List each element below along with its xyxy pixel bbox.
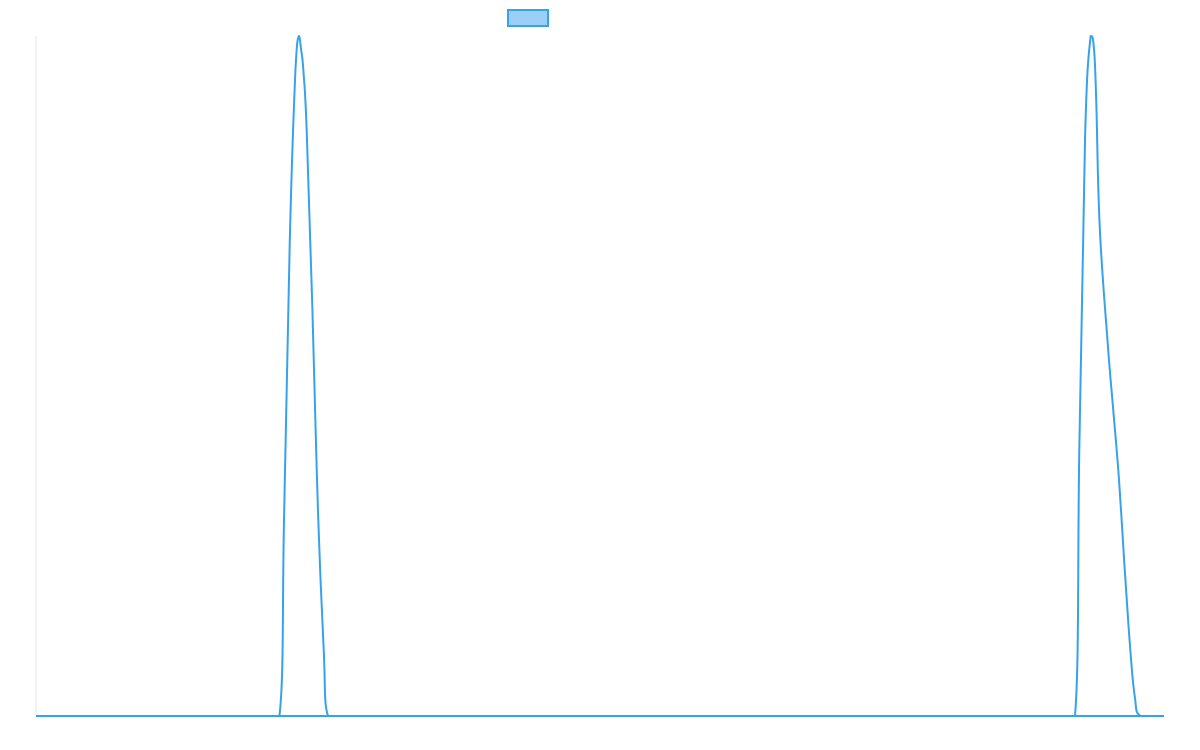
series-line-1 — [36, 35, 1164, 718]
legend[interactable] — [507, 9, 549, 27]
legend-swatch[interactable] — [507, 9, 549, 27]
series-lines — [36, 35, 1164, 718]
series-line-0 — [36, 35, 1164, 718]
axes — [35, 36, 1164, 717]
legend-item[interactable] — [507, 9, 549, 27]
